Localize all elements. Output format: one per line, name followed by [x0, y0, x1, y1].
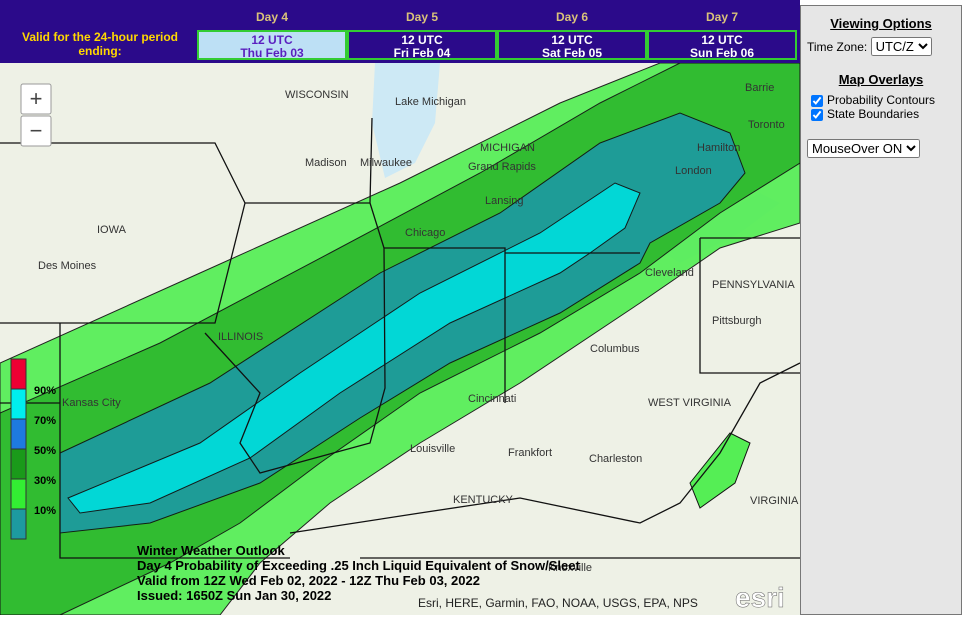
legend-swatch	[10, 358, 27, 390]
day-label: Day 5	[405, 10, 439, 24]
timezone-label: Time Zone:	[807, 40, 868, 54]
legend-swatch	[10, 508, 27, 540]
day-button[interactable]: 12 UTC Thu Feb 03	[197, 30, 347, 60]
place-label: ILLINOIS	[218, 331, 263, 343]
overlay-checkbox[interactable]	[811, 94, 823, 107]
zoom-button[interactable]	[20, 115, 52, 147]
day-time: 12 UTC	[251, 33, 293, 47]
valid-label: Valid for the 24-hour period ending:	[21, 30, 179, 58]
legend-swatch	[10, 388, 27, 420]
place-label: Columbus	[590, 343, 640, 355]
place-label: WEST VIRGINIA	[648, 397, 732, 409]
place-label: Louisville	[410, 443, 455, 455]
place-label: VIRGINIA	[750, 495, 799, 507]
place-label: Cincinnati	[468, 393, 516, 405]
place-label: Hamilton	[697, 142, 740, 154]
day-date: Sun Feb 06	[689, 46, 754, 60]
place-label: London	[675, 165, 712, 177]
attribution: Esri, HERE, Garmin, FAO, NOAA, USGS, EPA…	[418, 596, 698, 610]
day-time: 12 UTC	[701, 33, 743, 47]
day-label: Day 4	[255, 10, 289, 24]
day-date: Fri Feb 04	[393, 46, 451, 60]
place-label: Madison	[305, 157, 347, 169]
day-button[interactable]: 12 UTC Sun Feb 06	[647, 30, 797, 60]
place-label: Charleston	[589, 453, 642, 465]
day-label: Day 6	[555, 10, 589, 24]
header: Valid for the 24-hour period ending: Day…	[0, 0, 800, 63]
day-button[interactable]: 12 UTC Fri Feb 04	[347, 30, 497, 60]
day-tab: Day 4 12 UTC Thu Feb 03	[197, 0, 347, 63]
day-button[interactable]: 12 UTC Sat Feb 05	[497, 30, 647, 60]
day-tab: Day 6 12 UTC Sat Feb 05	[497, 0, 647, 63]
place-label: Chicago	[405, 227, 445, 239]
timezone-select[interactable]: UTC/Z	[870, 37, 932, 56]
place-label: Grand Rapids	[468, 161, 536, 173]
zoom-symbol: −	[30, 118, 43, 143]
overlay-row: Probability Contours	[809, 93, 961, 107]
place-label: KENTUCKY	[453, 494, 514, 506]
day-time: 12 UTC	[401, 33, 443, 47]
day-time: 12 UTC	[551, 33, 593, 47]
place-label: Barrie	[745, 82, 774, 94]
day-tab: Day 7 12 UTC Sun Feb 06	[647, 0, 797, 63]
lake	[372, 63, 440, 178]
place-label: Toronto	[748, 119, 785, 131]
day-date: Sat Feb 05	[541, 46, 603, 60]
place-label: WISCONSIN	[285, 89, 349, 101]
probability-contour	[67, 182, 641, 514]
state-boundaries	[0, 117, 800, 559]
place-label: Milwaukee	[360, 157, 412, 169]
day-date: Thu Feb 03	[240, 46, 304, 60]
place-label: Knoxville	[548, 562, 592, 574]
day-label: Day 7	[705, 10, 739, 24]
legend-label: 70%	[34, 415, 56, 427]
legend-swatch	[10, 478, 27, 510]
esri-logo: esri	[735, 582, 785, 613]
zoom-button[interactable]	[20, 83, 52, 115]
zoom-symbol: +	[30, 86, 43, 111]
legend-label: 50%	[34, 445, 56, 457]
day-tab: Day 5 12 UTC Fri Feb 04	[347, 0, 497, 63]
caption: Day 4 Probability of Exceeding .25 Inch …	[137, 558, 580, 573]
place-label: Pittsburgh	[712, 315, 762, 327]
viewing-title: Viewing Options	[830, 16, 932, 31]
place-label: MICHIGAN	[480, 142, 535, 154]
caption: Valid from 12Z Wed Feb 02, 2022 - 12Z Th…	[137, 573, 480, 588]
caption: Issued: 1650Z Sun Jan 30, 2022	[137, 588, 331, 603]
place-label: Lake Michigan	[395, 96, 466, 108]
legend-label: 30%	[34, 475, 56, 487]
legend-label: 10%	[34, 505, 56, 517]
overlay-label: State Boundaries	[827, 107, 920, 121]
overlay-checkbox[interactable]	[811, 108, 823, 121]
caption: Winter Weather Outlook	[137, 543, 285, 558]
place-label: PENNSYLVANIA	[712, 279, 795, 291]
overlays-title: Map Overlays	[838, 72, 924, 87]
place-label: IOWA	[97, 224, 127, 236]
overlays: Probability Contours State Boundaries	[809, 93, 961, 121]
place-label: Kansas City	[62, 397, 121, 409]
map: WISCONSIN Lake Michigan Madison Milwaukee MI…	[0, 63, 800, 615]
green-spot	[689, 432, 751, 509]
place-label: Cleveland	[645, 267, 694, 279]
place-label: Des Moines	[38, 260, 97, 272]
overlay-row: State Boundaries	[809, 107, 961, 121]
options-panel: Viewing Options Time Zone: UTC/Z Map Ove…	[800, 5, 962, 615]
legend-swatch	[10, 418, 27, 450]
legend-swatch	[10, 448, 27, 480]
mouseover-select[interactable]: MouseOver ON	[807, 139, 920, 158]
legend-label: 90%	[34, 385, 56, 397]
timezone-row: Time Zone: UTC/Z	[807, 37, 961, 56]
place-label: Lansing	[485, 195, 524, 207]
place-label: Frankfort	[508, 447, 552, 459]
overlay-label: Probability Contours	[827, 93, 936, 107]
